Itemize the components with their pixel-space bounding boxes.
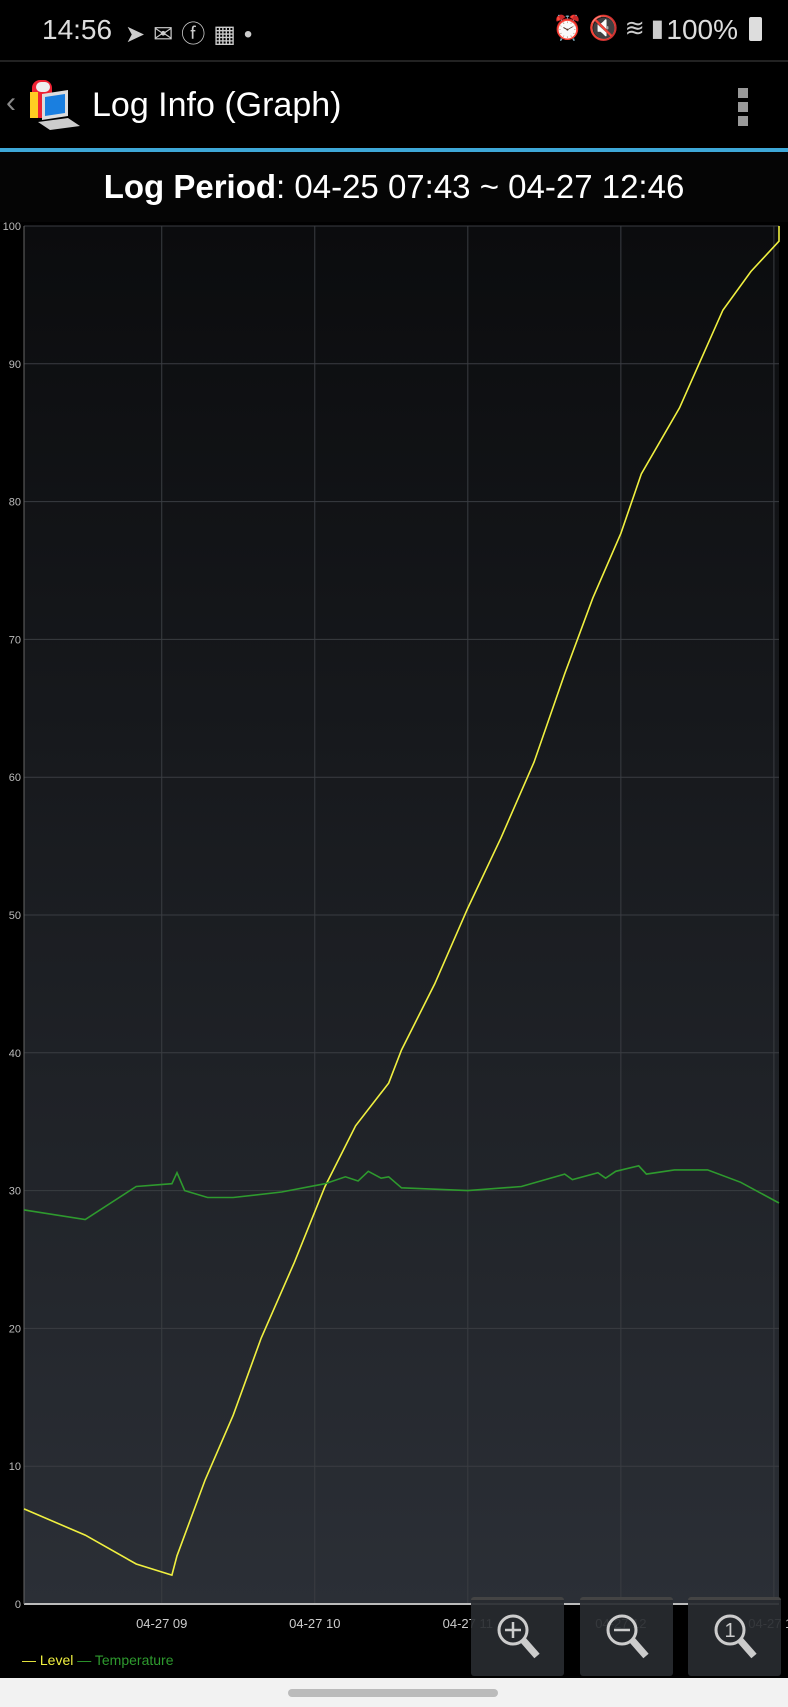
y-tick-label: 10 <box>9 1461 21 1473</box>
system-icons: ⏰🔇≋▮ <box>553 14 670 43</box>
legend-level-label: Level <box>39 1652 74 1668</box>
home-gesture-handle[interactable] <box>288 1689 498 1697</box>
mute-icon: 🔇 <box>588 15 625 42</box>
overflow-menu-icon[interactable] <box>738 88 748 130</box>
dot-icon: • <box>243 21 261 48</box>
zoom-in-icon <box>497 1614 540 1659</box>
y-tick-label: 0 <box>15 1599 21 1611</box>
y-tick-label: 90 <box>9 359 21 371</box>
battery-icon <box>749 17 762 41</box>
y-tick-label: 80 <box>9 497 21 509</box>
log-period-label: Log Period <box>103 168 277 205</box>
facebook-icon: ⓕ <box>181 21 214 48</box>
y-tick-label: 40 <box>9 1048 21 1060</box>
zoom-out-button[interactable] <box>580 1597 673 1676</box>
gmail-icon: ✉ <box>153 21 182 48</box>
calendar-icon: ▦ <box>213 21 244 48</box>
chart-legend: — Level — Temperature <box>22 1652 173 1668</box>
wifi-icon: ≋ <box>624 15 651 42</box>
battery-percent: 100% <box>666 14 738 45</box>
legend-temperature: — Temperature <box>77 1652 174 1668</box>
y-tick-label: 30 <box>9 1186 21 1198</box>
zoom-reset-icon: 1 <box>714 1614 757 1659</box>
y-tick-label: 20 <box>9 1323 21 1335</box>
legend-temperature-label: Temperature <box>94 1652 174 1668</box>
zoom-reset-button[interactable]: 1 <box>688 1597 781 1676</box>
app-logo-icon[interactable] <box>24 76 80 132</box>
status-bar: 14:56 ➤✉ⓕ▦• ⏰🔇≋▮ 100% <box>0 0 788 62</box>
log-period-value: : 04-25 07:43 ~ 04-27 12:46 <box>276 168 685 205</box>
x-tick-label: 04-27 09 <box>136 1616 187 1631</box>
x-tick-label: 04-27 10 <box>289 1616 340 1631</box>
series-line-level <box>23 226 780 1577</box>
log-period: Log Period: 04-25 07:43 ~ 04-27 12:46 <box>0 152 788 222</box>
legend-level: — Level <box>22 1652 74 1668</box>
notification-icons: ➤✉ⓕ▦• <box>125 14 260 49</box>
signal-icon: ▮ <box>650 15 670 42</box>
y-tick-label: 60 <box>9 772 21 784</box>
y-tick-label: 50 <box>9 910 21 922</box>
back-icon[interactable]: ‹ <box>6 86 16 119</box>
zoom-out-icon <box>606 1614 649 1659</box>
app-header: ‹ Log Info (Graph) <box>0 62 788 152</box>
series-line-temperature <box>23 1164 780 1221</box>
telegram-icon: ➤ <box>125 21 154 48</box>
alarm-icon: ⏰ <box>552 15 589 42</box>
system-nav-bar <box>0 1678 788 1707</box>
y-tick-label: 100 <box>3 221 21 233</box>
svg-text:1: 1 <box>724 1620 735 1642</box>
status-time: 14:56 <box>42 14 113 45</box>
zoom-in-button[interactable] <box>471 1597 564 1676</box>
y-tick-label: 70 <box>9 634 21 646</box>
page-title: Log Info (Graph) <box>92 86 342 124</box>
